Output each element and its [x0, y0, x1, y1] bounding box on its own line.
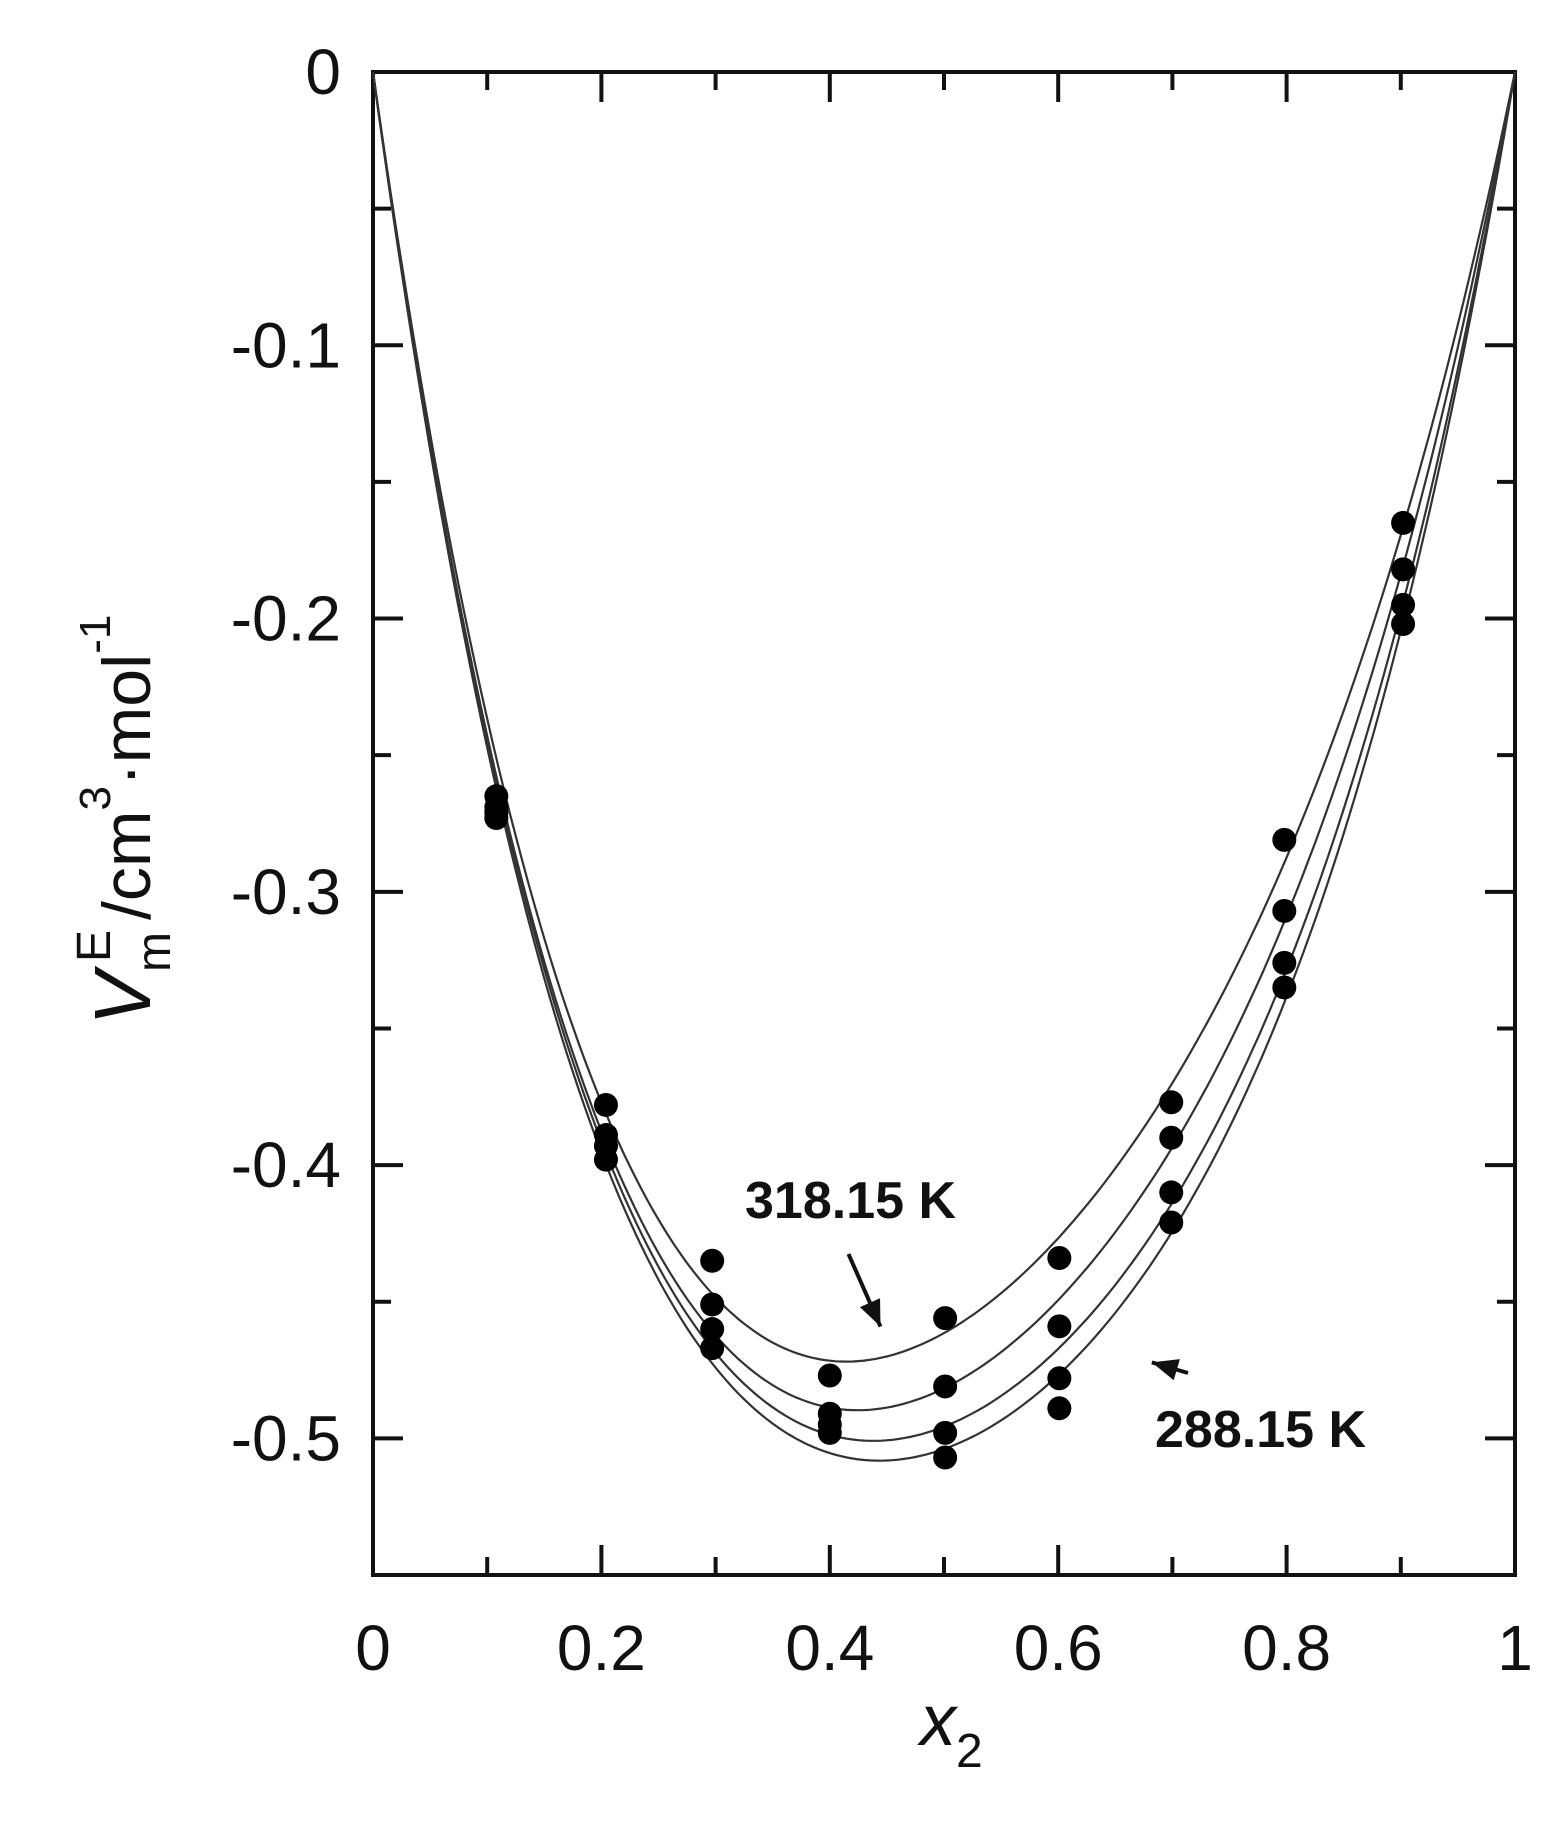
- data-point: [1047, 1366, 1072, 1391]
- plot-frame: [371, 70, 1517, 1577]
- data-point: [817, 1420, 842, 1445]
- arrow-318-15-k: [846, 1253, 883, 1328]
- y-tick-label: -0.3: [231, 856, 341, 928]
- y-axis-title-text: VmE/cm3·mol-1: [68, 615, 181, 1026]
- axis-ticks: [371, 70, 1517, 1577]
- y-tick-label: -0.2: [231, 583, 341, 655]
- data-point: [1047, 1396, 1072, 1421]
- data-point: [1272, 898, 1297, 923]
- data-point: [1159, 1180, 1184, 1205]
- x-tick-label: 0.8: [1242, 1612, 1331, 1684]
- x-tick-label: 1: [1497, 1612, 1533, 1684]
- data-point: [1391, 510, 1416, 535]
- data-point: [1272, 950, 1297, 975]
- data-point: [1159, 1090, 1184, 1115]
- y-axis-title-unit-b: ·mol: [89, 654, 165, 786]
- x-axis-title-main: x: [917, 1681, 959, 1761]
- fit-curves: [371, 71, 1517, 1462]
- data-point: [1272, 827, 1297, 852]
- y-axis-title-unit-sup-b: -1: [71, 615, 120, 654]
- fit-curve-4: [371, 71, 1517, 1462]
- data-point: [700, 1292, 725, 1317]
- data-point: [1159, 1210, 1184, 1235]
- x-axis-title: x2: [917, 1681, 983, 1778]
- data-point: [1391, 612, 1416, 637]
- y-axis-title: VmE/cm3·mol-1: [68, 615, 181, 1026]
- data-point: [817, 1363, 842, 1388]
- data-point: [1272, 975, 1297, 1000]
- data-point: [1391, 557, 1416, 582]
- y-tick-label: -0.5: [231, 1402, 341, 1474]
- tick-labels: 0 0.2 0.4 0.6 0.8 1 0 -0.1 -0.2 -0.3 -0.4 -0.5: [231, 36, 1533, 1684]
- y-axis-title-main: V: [78, 965, 167, 1025]
- data-point: [1047, 1314, 1072, 1339]
- data-point: [933, 1374, 958, 1399]
- y-axis-title-unit-sup-a: 3: [71, 786, 120, 810]
- y-tick-label: 0: [305, 36, 341, 108]
- data-point: [933, 1306, 958, 1331]
- annotation-318-15-k: 318.15 K: [745, 1172, 956, 1230]
- arrow-288-15-k: [1151, 1359, 1189, 1381]
- y-tick-label: -0.4: [231, 1129, 341, 1201]
- data-point: [1047, 1246, 1072, 1271]
- data-point: [700, 1248, 725, 1273]
- x-axis-title-sub: 2: [956, 1725, 983, 1778]
- x-tick-label: 0.6: [1014, 1612, 1103, 1684]
- x-tick-label: 0: [355, 1612, 391, 1684]
- data-point: [933, 1445, 958, 1470]
- fit-curve-1: [371, 71, 1517, 1363]
- data-point: [700, 1336, 725, 1361]
- annotation-288-15-k: 288.15 K: [1155, 1401, 1366, 1459]
- y-axis-title-unit-a: /cm: [89, 810, 165, 920]
- annotations: 318.15 K 288.15 K: [745, 1172, 1366, 1459]
- y-tick-label: -0.1: [231, 309, 341, 381]
- data-point: [1391, 592, 1416, 617]
- x-tick-label: 0.4: [785, 1612, 874, 1684]
- data-point: [1159, 1125, 1184, 1150]
- data-point: [700, 1317, 725, 1342]
- data-point: [484, 806, 509, 831]
- fit-curve-3: [371, 71, 1517, 1442]
- x-tick-label: 0.2: [557, 1612, 646, 1684]
- y-axis-title-sup: E: [68, 930, 121, 962]
- data-points: [484, 510, 1416, 1470]
- data-point: [933, 1420, 958, 1445]
- y-axis-title-sub: m: [128, 932, 181, 972]
- data-point: [593, 1092, 618, 1117]
- data-point: [593, 1147, 618, 1172]
